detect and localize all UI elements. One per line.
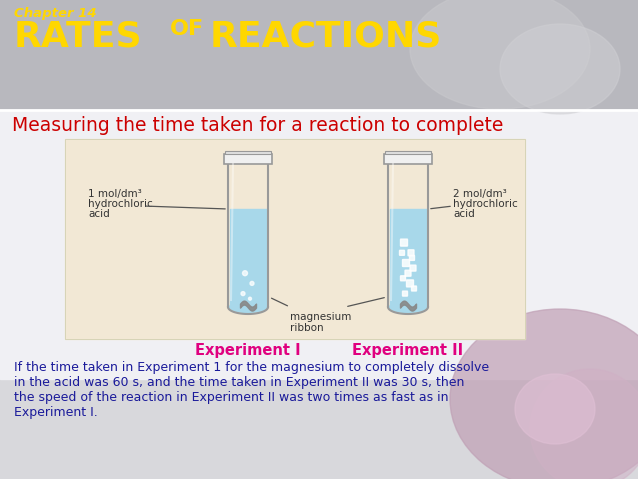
Text: Experiment I.: Experiment I. [14, 406, 98, 419]
Text: 1 mol/dm³: 1 mol/dm³ [88, 189, 142, 199]
Circle shape [250, 281, 254, 285]
Text: hydrochloric: hydrochloric [88, 199, 152, 209]
Bar [65, 139, 525, 339]
FancyBboxPatch shape [406, 280, 413, 287]
Ellipse shape [410, 0, 590, 109]
Text: Chapter 14: Chapter 14 [14, 7, 96, 20]
Text: Experiment II: Experiment II [352, 343, 464, 358]
FancyBboxPatch shape [399, 251, 404, 255]
Bar [230, 209, 267, 307]
Ellipse shape [530, 369, 638, 479]
Bar [0, 0, 638, 110]
Bar [224, 154, 272, 164]
Ellipse shape [230, 301, 267, 313]
FancyBboxPatch shape [410, 265, 416, 271]
FancyBboxPatch shape [401, 276, 406, 281]
Bar [0, 110, 638, 379]
Text: the speed of the reaction in Experiment II was two times as fast as in: the speed of the reaction in Experiment … [14, 391, 449, 404]
Bar [384, 154, 432, 164]
FancyBboxPatch shape [403, 291, 408, 296]
Text: ribbon: ribbon [290, 323, 323, 333]
Text: in the acid was 60 s, and the time taken in Experiment II was 30 s, then: in the acid was 60 s, and the time taken… [14, 376, 464, 389]
Ellipse shape [390, 301, 426, 313]
Ellipse shape [450, 309, 638, 479]
Bar [390, 209, 426, 307]
FancyBboxPatch shape [405, 270, 411, 276]
Circle shape [248, 297, 251, 300]
Text: hydrochloric: hydrochloric [453, 199, 518, 209]
Circle shape [242, 271, 248, 276]
Ellipse shape [515, 374, 595, 444]
Text: REACTIONS: REACTIONS [210, 19, 442, 53]
Text: RATES: RATES [14, 19, 143, 53]
FancyBboxPatch shape [403, 260, 410, 266]
Bar [65, 139, 525, 339]
Ellipse shape [500, 24, 620, 114]
FancyBboxPatch shape [408, 250, 414, 256]
Text: magnesium: magnesium [290, 312, 352, 322]
Text: OF: OF [170, 19, 204, 39]
FancyBboxPatch shape [412, 286, 417, 291]
Bar [385, 151, 431, 154]
Text: acid: acid [88, 209, 110, 219]
Bar [0, 110, 638, 479]
Text: 2 mol/dm³: 2 mol/dm³ [453, 189, 507, 199]
Bar [225, 151, 271, 154]
Text: Measuring the time taken for a reaction to complete: Measuring the time taken for a reaction … [12, 116, 503, 135]
Text: If the time taken in Experiment 1 for the magnesium to completely dissolve: If the time taken in Experiment 1 for th… [14, 361, 489, 374]
Text: acid: acid [453, 209, 475, 219]
Text: Experiment I: Experiment I [195, 343, 300, 358]
Circle shape [241, 292, 245, 296]
FancyBboxPatch shape [410, 255, 415, 261]
FancyBboxPatch shape [401, 239, 408, 246]
